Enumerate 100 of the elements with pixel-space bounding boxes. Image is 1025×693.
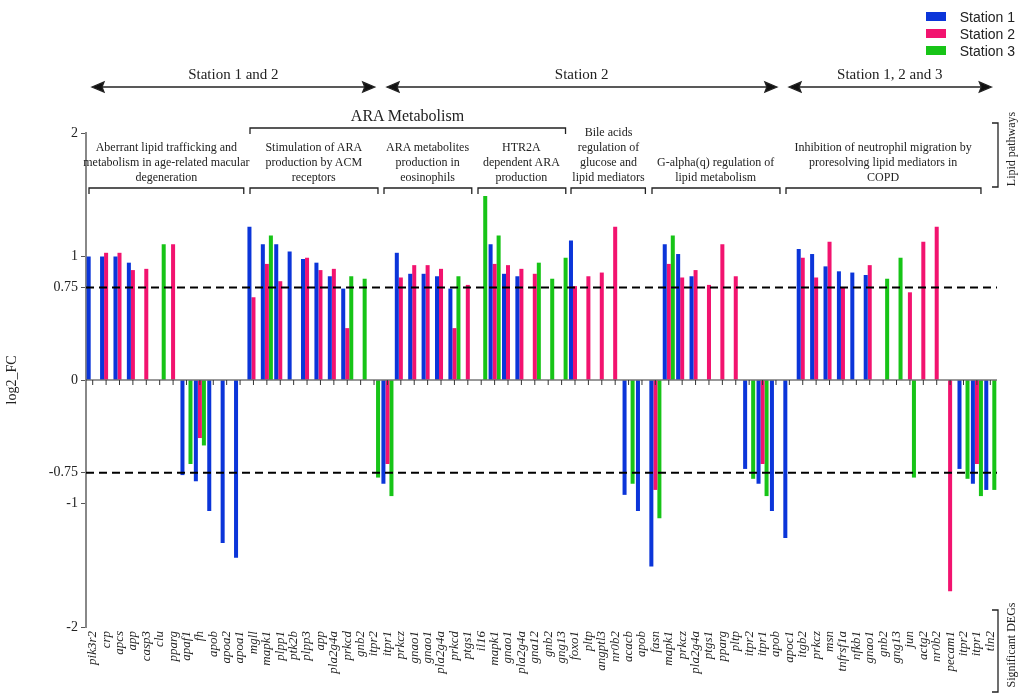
bar xyxy=(635,380,640,511)
bar xyxy=(978,380,983,497)
bar xyxy=(666,263,671,380)
bar xyxy=(622,380,627,495)
bar xyxy=(448,288,453,380)
bar xyxy=(676,254,681,380)
bar xyxy=(287,251,292,380)
bar xyxy=(836,271,841,380)
bar xyxy=(720,244,725,380)
bar xyxy=(130,270,135,380)
bar xyxy=(362,278,367,380)
bar xyxy=(970,380,975,484)
bar xyxy=(314,262,319,380)
bar xyxy=(733,276,738,380)
bar xyxy=(568,240,573,380)
bar xyxy=(425,265,430,380)
bar xyxy=(911,380,916,478)
text: Station 2 xyxy=(553,65,610,83)
bar xyxy=(376,380,381,478)
bar xyxy=(264,263,269,380)
legend-label: Station 3 xyxy=(959,42,1015,59)
bar xyxy=(532,273,537,380)
bar xyxy=(86,256,91,380)
bar xyxy=(613,226,618,380)
bar xyxy=(563,257,568,380)
bar xyxy=(957,380,962,469)
bar xyxy=(331,268,336,380)
bar xyxy=(680,277,685,380)
bar xyxy=(483,195,488,380)
bar xyxy=(840,287,845,380)
legend-label: Station 1 xyxy=(959,8,1015,25)
bar xyxy=(492,263,497,380)
bar xyxy=(800,257,805,380)
bar xyxy=(220,380,225,544)
bar xyxy=(327,276,332,380)
bar xyxy=(193,380,198,482)
bar xyxy=(496,235,501,380)
bar xyxy=(251,297,256,380)
annotation: Aberrant lipid trafficking and metabolism in age-related macular degeneration xyxy=(83,140,250,185)
bar xyxy=(278,281,283,380)
bar xyxy=(100,256,105,380)
bar xyxy=(756,380,761,484)
bar xyxy=(965,380,970,479)
bar xyxy=(984,380,989,490)
bar xyxy=(234,380,239,558)
bar xyxy=(456,276,461,380)
annotation: Inhibition of neutrophil migration by proresolving lipid mediators in COPD xyxy=(793,140,973,185)
bar xyxy=(268,235,273,380)
bar xyxy=(536,262,541,380)
x-tick-label: tnfrsf1a xyxy=(834,630,850,672)
bar xyxy=(171,244,176,380)
bar xyxy=(907,292,912,380)
bar xyxy=(670,235,675,380)
annotation: HTR2A dependent ARA production xyxy=(481,140,561,185)
bar xyxy=(465,284,470,380)
bar xyxy=(501,273,506,380)
bar xyxy=(760,380,765,464)
x-tick-label: pparg xyxy=(164,630,180,663)
y-axis-title: log2_FC xyxy=(4,355,20,405)
bar xyxy=(113,256,118,380)
bar xyxy=(197,380,202,439)
bar xyxy=(301,258,306,380)
bar xyxy=(188,380,193,464)
bar xyxy=(104,252,109,380)
x-tick-label: gnb2 xyxy=(539,630,555,657)
bar xyxy=(345,328,350,380)
bar xyxy=(599,272,604,380)
x-tick-label: itpr2 xyxy=(954,630,970,657)
bar xyxy=(769,380,774,511)
bar xyxy=(649,380,654,567)
text: Station 1, 2 and 3 xyxy=(836,65,944,83)
bar xyxy=(247,226,252,380)
x-tick-label: mgll xyxy=(244,630,260,655)
legend-label: Station 2 xyxy=(959,25,1015,42)
bar xyxy=(827,241,832,380)
bar xyxy=(764,380,769,497)
bar xyxy=(488,244,493,380)
bar xyxy=(572,286,577,380)
bar xyxy=(586,276,591,380)
bar xyxy=(274,244,279,380)
bar xyxy=(506,265,511,380)
bar xyxy=(412,265,417,380)
annotation: ARA metabolites production in eosinophils xyxy=(385,140,471,185)
text: Lipid pathways xyxy=(1004,110,1018,189)
bar xyxy=(751,380,756,479)
bar xyxy=(796,249,801,380)
bar xyxy=(452,328,457,380)
bar xyxy=(814,277,819,380)
x-tick-label: acacb xyxy=(620,630,635,663)
bar xyxy=(519,268,524,380)
annotation: G-alpha(q) regulation of lipid metabolism xyxy=(656,155,776,185)
bar xyxy=(921,241,926,380)
text: ARA Metabolism xyxy=(349,106,466,125)
bar xyxy=(260,244,265,380)
bar xyxy=(515,276,520,380)
x-tick-label: gnao1 xyxy=(861,631,877,664)
bar xyxy=(394,252,399,380)
y-tick-label: -2 xyxy=(66,618,78,634)
y-tick-label: 1 xyxy=(71,248,78,264)
bar xyxy=(201,380,206,446)
